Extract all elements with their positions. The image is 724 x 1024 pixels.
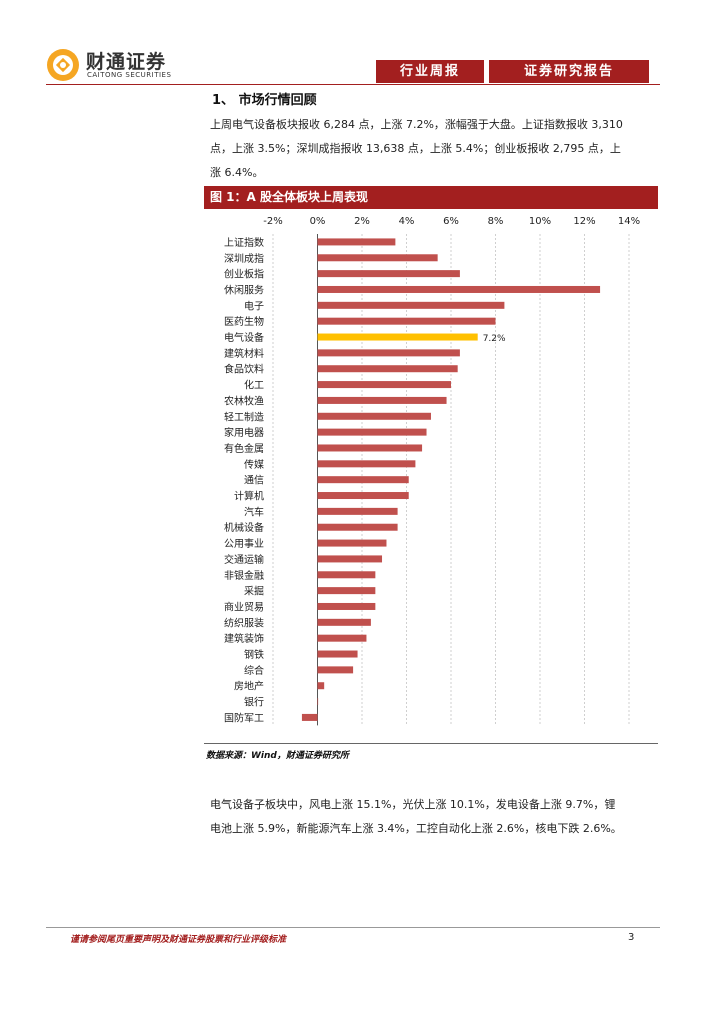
paragraph-line: 涨 6.4%。 <box>210 166 264 179</box>
bar <box>317 523 398 531</box>
bar <box>317 682 325 690</box>
report-category-tag: 证券研究报告 <box>489 60 649 83</box>
category-label: 休闲服务 <box>224 283 264 296</box>
bar <box>317 602 376 610</box>
x-tick-label: 8% <box>488 216 504 227</box>
footer-disclaimer: 谨请参阅尾页重要声明及财通证券股票和行业评级标准 <box>70 935 287 945</box>
bar <box>317 634 367 642</box>
bar <box>317 238 396 246</box>
bar <box>317 412 431 420</box>
bar <box>317 587 376 595</box>
bar <box>317 571 376 579</box>
footer-divider <box>46 927 660 928</box>
page-number: 3 <box>628 932 635 943</box>
category-label: 通信 <box>244 475 264 487</box>
category-label: 深圳成指 <box>224 252 264 265</box>
x-tick-label: 12% <box>573 216 595 227</box>
x-tick-label: 14% <box>618 216 640 227</box>
brand-name-cn: 财通证券 <box>86 51 167 73</box>
category-label: 农林牧渔 <box>224 394 264 407</box>
category-label: 化工 <box>244 379 264 392</box>
category-label: 国防军工 <box>224 711 264 724</box>
sector-performance-chart: -2% 0% 2% 4% 6% 8% 10% 12% 14% 上证指数深圳成指创业板指休闲服务电子… <box>224 216 640 726</box>
category-label: 建筑装饰 <box>224 632 264 645</box>
category-label: 家用电器 <box>224 426 264 439</box>
x-tick-label: 4% <box>399 216 415 227</box>
report-type-tag: 行业周报 <box>376 60 484 83</box>
bar <box>317 507 398 515</box>
category-label: 医药生物 <box>224 315 264 328</box>
x-tick-label: -2% <box>263 216 282 227</box>
category-label: 计算机 <box>234 490 264 503</box>
category-label: 上证指数 <box>224 236 264 249</box>
paragraph-line: 电气设备子板块中，风电上涨 15.1%，光伏上涨 10.1%，发电设备上涨 9.… <box>210 798 616 811</box>
category-label: 汽车 <box>244 505 264 518</box>
paragraph-line: 上周电气设备板块报收 6,284 点，上涨 7.2%，涨幅强于大盘。上证指数报收… <box>210 118 623 131</box>
category-label: 房地产 <box>234 680 264 693</box>
category-label: 机械设备 <box>224 521 264 534</box>
section-title: 1、 市场行情回顾 <box>212 93 317 108</box>
x-tick-label: 10% <box>529 216 551 227</box>
category-label: 综合 <box>244 664 264 677</box>
bar <box>317 317 496 325</box>
category-label: 公用事业 <box>224 537 264 550</box>
category-label: 建筑材料 <box>224 347 264 360</box>
category-label: 有色金属 <box>224 442 264 455</box>
category-label: 采掘 <box>244 585 264 598</box>
bar <box>317 492 409 500</box>
category-label: 银行 <box>244 696 264 709</box>
bar <box>317 349 460 357</box>
logo-emblem-icon <box>47 49 79 81</box>
x-tick-label: 2% <box>354 216 370 227</box>
bar <box>301 713 318 721</box>
bar <box>317 285 601 293</box>
category-label: 轻工制造 <box>224 410 264 423</box>
bar <box>317 539 387 547</box>
bar <box>317 254 438 262</box>
x-tick-label: 0% <box>310 216 326 227</box>
bar <box>317 301 505 309</box>
x-tick-label: 6% <box>443 216 459 227</box>
brand-name-en: CAITONG SECURITIES <box>87 71 172 79</box>
bar <box>317 650 358 658</box>
bar <box>317 698 319 706</box>
sub-sector-paragraph: 电气设备子板块中，风电上涨 15.1%，光伏上涨 10.1%，发电设备上涨 9.… <box>210 793 656 841</box>
category-label: 纺织服装 <box>224 616 264 629</box>
market-review-paragraph: 上周电气设备板块报收 6,284 点，上涨 7.2%，涨幅强于大盘。上证指数报收… <box>210 113 656 185</box>
bar <box>317 381 451 389</box>
bar <box>317 396 447 404</box>
brand-logo: 财通证券 CAITONG SECURITIES <box>46 45 196 85</box>
paragraph-line: 点，上涨 3.5%；深圳成指报收 13,638 点，上涨 5.4%；创业板报收 … <box>210 142 621 155</box>
header-divider <box>46 84 660 85</box>
bar <box>317 555 383 563</box>
category-label: 商业贸易 <box>224 600 264 613</box>
figure-title: 图 1：A 股全体板块上周表现 <box>204 186 658 209</box>
category-label: 食品饮料 <box>224 363 264 376</box>
bar <box>317 618 371 626</box>
paragraph-line: 电池上涨 5.9%，新能源汽车上涨 3.4%，工控自动化上涨 2.6%，核电下跌… <box>210 822 622 835</box>
bar <box>317 476 409 484</box>
category-label: 电气设备 <box>224 331 264 344</box>
category-label: 交通运输 <box>224 553 264 566</box>
figure-source: 数据来源：Wind，财通证券研究所 <box>206 751 349 761</box>
bar <box>317 428 427 436</box>
category-label: 非银金融 <box>224 569 264 582</box>
highlight-data-label: 7.2% <box>483 334 506 344</box>
category-label: 传媒 <box>244 459 264 471</box>
category-label: 创业板指 <box>224 268 264 281</box>
bar <box>317 666 354 674</box>
category-label: 电子 <box>244 299 264 312</box>
bar <box>317 365 458 373</box>
figure-bottom-border <box>204 743 658 744</box>
bar <box>317 333 478 341</box>
bar <box>317 270 460 278</box>
category-label: 钢铁 <box>244 648 264 661</box>
bar <box>317 444 423 452</box>
bar <box>317 460 416 468</box>
